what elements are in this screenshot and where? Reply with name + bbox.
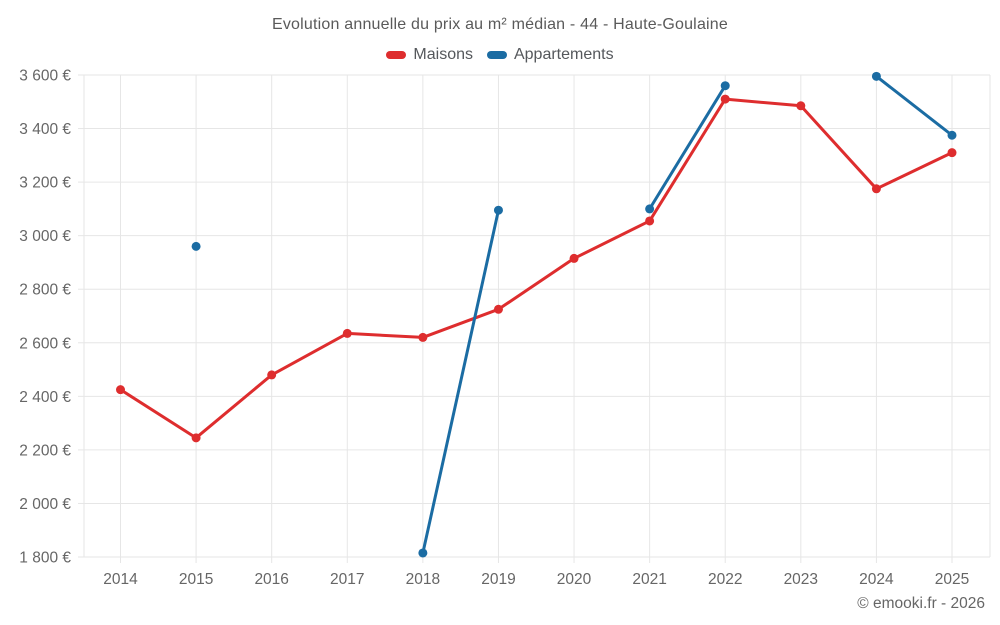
- legend-item-appartements[interactable]: Appartements: [486, 46, 614, 64]
- x-axis-label-2025: 2025: [935, 571, 969, 588]
- maisons-point-2024[interactable]: [871, 184, 881, 194]
- legend-swatch-maisons-icon: [386, 51, 407, 59]
- maisons-point-2021[interactable]: [645, 216, 655, 226]
- y-axis-label-2600: 2 600 €: [19, 335, 71, 352]
- maisons-point-2019[interactable]: [493, 304, 503, 314]
- legend-item-maisons[interactable]: Maisons: [386, 46, 473, 64]
- y-axis-label-2200: 2 200 €: [19, 442, 71, 459]
- appartements-line-segment: [874, 74, 954, 137]
- legend-label-maisons: Maisons: [413, 46, 473, 63]
- maisons-point-2015[interactable]: [191, 433, 201, 443]
- legend-swatch-appartements-icon: [486, 51, 507, 59]
- legend-label-appartements: Appartements: [513, 46, 614, 63]
- y-axis-label-2000: 2 000 €: [19, 496, 71, 513]
- appartements-point-2019[interactable]: [493, 205, 503, 215]
- maisons-point-2020[interactable]: [569, 253, 579, 263]
- appartements-point-2025[interactable]: [947, 130, 957, 140]
- maisons-point-2016[interactable]: [267, 370, 277, 380]
- y-axis-label-3400: 3 400 €: [19, 121, 71, 138]
- copyright-credit: © emooki.fr - 2026: [857, 595, 985, 612]
- appartements-line-segment: [421, 208, 500, 555]
- y-axis-label-3600: 3 600 €: [19, 68, 71, 85]
- appartements-point-2018[interactable]: [418, 548, 428, 558]
- x-axis-label-2021: 2021: [632, 571, 666, 588]
- appartements-point-2022[interactable]: [720, 81, 730, 91]
- x-axis-label-2019: 2019: [481, 571, 515, 588]
- x-axis-label-2015: 2015: [179, 571, 213, 588]
- chart-legend: Maisons Appartements: [0, 46, 1000, 64]
- x-axis-label-2017: 2017: [330, 571, 364, 588]
- appartements-line-segment: [648, 84, 727, 211]
- x-axis-label-2020: 2020: [557, 571, 592, 588]
- y-axis-label-3200: 3 200 €: [19, 175, 71, 192]
- maisons-point-2014[interactable]: [116, 385, 125, 395]
- x-axis-label-2018: 2018: [406, 571, 440, 588]
- maisons-point-2017[interactable]: [342, 328, 352, 338]
- x-axis-label-2022: 2022: [708, 571, 742, 588]
- y-axis-label-2400: 2 400 €: [19, 389, 71, 406]
- appartements-point-2024[interactable]: [871, 71, 881, 81]
- y-axis-label-2800: 2 800 €: [19, 282, 71, 299]
- x-axis-label-2024: 2024: [859, 571, 894, 588]
- maisons-point-2018[interactable]: [418, 332, 428, 342]
- chart-title: Evolution annuelle du prix au m² médian …: [271, 16, 728, 33]
- appartements-point-2015[interactable]: [191, 241, 201, 251]
- maisons-point-2022[interactable]: [720, 94, 730, 104]
- x-axis-label-2014: 2014: [103, 571, 138, 588]
- y-axis-label-1800: 1 800 €: [19, 550, 71, 567]
- x-axis-label-2023: 2023: [784, 571, 818, 588]
- x-axis-label-2016: 2016: [254, 571, 288, 588]
- y-axis-label-3000: 3 000 €: [19, 228, 71, 245]
- maisons-point-2023[interactable]: [796, 101, 806, 111]
- maisons-line-segment: [119, 97, 954, 440]
- maisons-point-2025[interactable]: [947, 148, 957, 158]
- appartements-point-2021[interactable]: [645, 204, 655, 214]
